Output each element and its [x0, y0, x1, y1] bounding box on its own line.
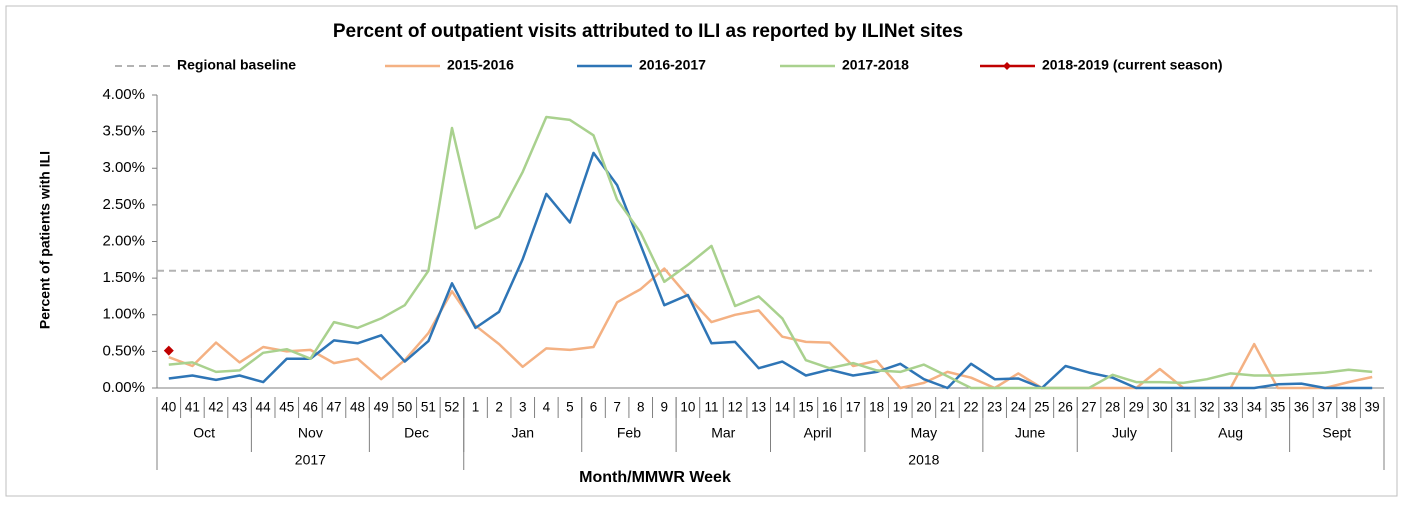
- x-tick-label: 5: [566, 400, 574, 415]
- y-tick-label: 2.00%: [102, 232, 145, 249]
- x-tick-label: 48: [350, 400, 365, 415]
- month-label: June: [1015, 425, 1046, 441]
- y-tick-label: 4.00%: [102, 86, 145, 103]
- month-label: Sept: [1322, 425, 1351, 441]
- legend-label: 2015-2016: [447, 57, 514, 73]
- x-tick-label: 34: [1247, 400, 1263, 415]
- legend-label: 2018-2019 (current season): [1042, 57, 1223, 73]
- series-line: [168, 115, 1373, 390]
- x-tick-label: 13: [751, 400, 766, 415]
- month-label: Nov: [298, 425, 323, 441]
- x-tick-label: 20: [916, 400, 931, 415]
- legend-label: 2016-2017: [639, 57, 706, 73]
- month-label: Aug: [1218, 425, 1243, 441]
- x-axis-label: Month/MMWR Week: [579, 469, 731, 486]
- x-tick-label: 14: [775, 400, 791, 415]
- month-label: May: [911, 425, 937, 441]
- x-tick-label: 7: [613, 400, 621, 415]
- month-label: Mar: [711, 425, 735, 441]
- y-tick-label: 2.50%: [102, 196, 145, 213]
- x-tick-label: 19: [893, 400, 908, 415]
- y-tick-label: 0.00%: [102, 379, 145, 396]
- x-tick-label: 30: [1152, 400, 1167, 415]
- x-tick-label: 3: [519, 400, 527, 415]
- month-label: July: [1112, 425, 1137, 441]
- x-tick-label: 22: [964, 400, 979, 415]
- x-tick-label: 43: [232, 400, 247, 415]
- y-tick-label: 0.50%: [102, 342, 145, 359]
- x-tick-label: 4: [543, 400, 551, 415]
- x-tick-label: 25: [1034, 400, 1049, 415]
- x-tick-label: 24: [1011, 400, 1027, 415]
- x-tick-label: 10: [680, 400, 695, 415]
- x-tick-label: 29: [1129, 400, 1144, 415]
- x-tick-label: 45: [279, 400, 294, 415]
- x-tick-label: 51: [421, 400, 436, 415]
- y-tick-label: 3.50%: [102, 123, 145, 140]
- x-tick-label: 33: [1223, 400, 1238, 415]
- x-tick-label: 11: [705, 400, 719, 415]
- legend-label: 2017-2018: [842, 57, 909, 73]
- x-tick-label: 9: [661, 400, 669, 415]
- y-tick-label: 1.50%: [102, 269, 145, 286]
- x-tick-label: 6: [590, 400, 598, 415]
- legend-marker: [1003, 62, 1011, 70]
- x-tick-label: 42: [208, 400, 223, 415]
- x-tick-label: 8: [637, 400, 645, 415]
- x-tick-label: 26: [1058, 400, 1073, 415]
- x-tick-label: 2: [495, 400, 503, 415]
- x-tick-label: 15: [798, 400, 813, 415]
- month-label: Jan: [511, 425, 534, 441]
- month-label: Dec: [404, 425, 429, 441]
- x-tick-label: 52: [444, 400, 459, 415]
- x-tick-label: 21: [940, 400, 955, 415]
- x-tick-label: 40: [161, 400, 176, 415]
- y-tick-label: 3.00%: [102, 159, 145, 176]
- month-label: Feb: [617, 425, 641, 441]
- x-tick-label: 16: [822, 400, 837, 415]
- x-tick-label: 31: [1176, 400, 1191, 415]
- x-tick-label: 37: [1317, 400, 1332, 415]
- x-tick-label: 50: [397, 400, 412, 415]
- x-tick-label: 46: [303, 400, 318, 415]
- x-tick-label: 36: [1294, 400, 1309, 415]
- chart-title: Percent of outpatient visits attributed …: [333, 21, 963, 42]
- year-label: 2017: [295, 452, 326, 468]
- month-label: Oct: [193, 425, 215, 441]
- series-line: [168, 151, 1373, 390]
- x-tick-label: 27: [1082, 400, 1097, 415]
- chart-frame: [5, 5, 1398, 497]
- x-tick-label: 49: [374, 400, 389, 415]
- x-tick-label: 38: [1341, 400, 1356, 415]
- x-tick-label: 23: [987, 400, 1002, 415]
- month-label: April: [804, 425, 832, 441]
- y-axis-label: Percent of patients with ILI: [37, 151, 53, 329]
- x-tick-label: 44: [256, 400, 272, 415]
- x-tick-label: 28: [1105, 400, 1120, 415]
- x-tick-label: 12: [728, 400, 743, 415]
- y-tick-label: 1.00%: [102, 306, 145, 323]
- x-tick-label: 18: [869, 400, 884, 415]
- series-marker: [163, 345, 174, 356]
- x-tick-label: 17: [846, 400, 861, 415]
- series-line: [168, 267, 1373, 390]
- x-tick-label: 1: [472, 400, 480, 415]
- year-label: 2018: [908, 452, 939, 468]
- x-tick-label: 47: [326, 400, 341, 415]
- legend-label: Regional baseline: [177, 57, 296, 73]
- x-tick-label: 39: [1365, 400, 1380, 415]
- x-tick-label: 41: [185, 400, 200, 415]
- x-tick-label: 32: [1200, 400, 1215, 415]
- x-tick-label: 35: [1270, 400, 1285, 415]
